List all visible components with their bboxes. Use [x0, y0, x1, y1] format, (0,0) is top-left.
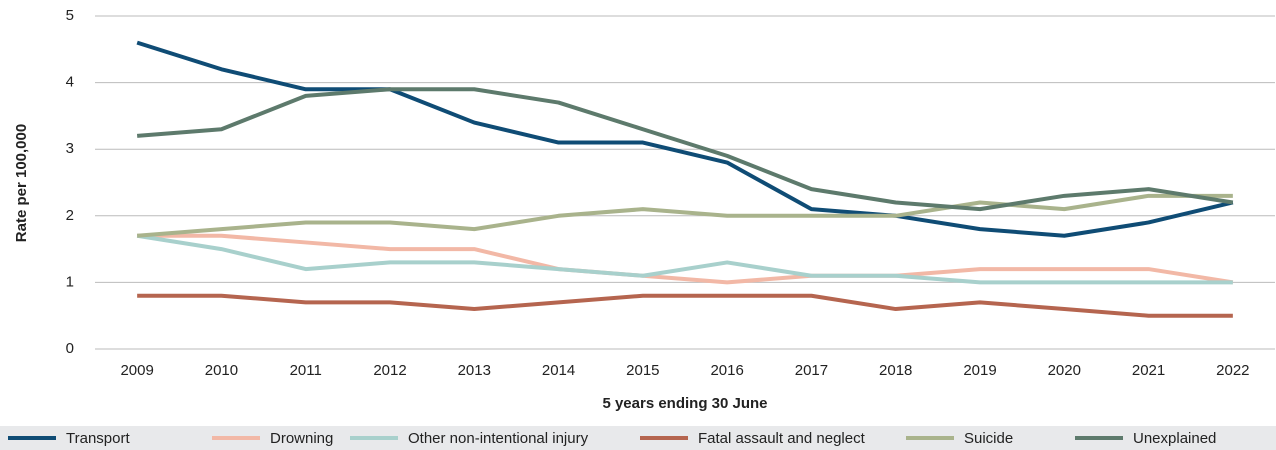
series-line	[136, 193, 1233, 238]
x-tick-label: 2016	[710, 362, 743, 379]
y-tick-label: 2	[66, 207, 74, 224]
x-tick-label: 2020	[1048, 362, 1081, 379]
y-tick-label: 1	[66, 273, 74, 290]
y-tick-label: 3	[66, 140, 74, 157]
y-tick-label: 5	[66, 7, 74, 24]
legend-label: Fatal assault and neglect	[698, 430, 866, 447]
x-tick-label: 2019	[963, 362, 996, 379]
x-tick-label: 2010	[205, 362, 238, 379]
legend-label: Other non-intentional injury	[408, 430, 589, 447]
y-tick-label: 4	[66, 74, 74, 91]
legend-label: Suicide	[964, 430, 1013, 447]
x-tick-label: 2022	[1216, 362, 1249, 379]
series-line	[136, 40, 1234, 238]
series-line	[136, 87, 1234, 212]
y-axis-title: Rate per 100,000	[13, 124, 30, 242]
x-tick-label: 2012	[373, 362, 406, 379]
x-tick-label: 2014	[542, 362, 575, 379]
x-tick-label: 2017	[795, 362, 828, 379]
x-tick-label: 2015	[626, 362, 659, 379]
legend-label: Unexplained	[1133, 430, 1216, 447]
series-line	[137, 233, 1234, 285]
x-tick-label: 2011	[290, 362, 322, 379]
y-tick-label: 0	[66, 340, 74, 357]
legend-label: Transport	[66, 430, 130, 447]
x-axis-title: 5 years ending 30 June	[602, 395, 767, 412]
series-line	[137, 293, 1233, 318]
x-tick-label: 2018	[879, 362, 912, 379]
x-tick-label: 2009	[120, 362, 153, 379]
x-tick-label: 2021	[1132, 362, 1165, 379]
legend-label: Drowning	[270, 430, 333, 447]
x-tick-label: 2013	[458, 362, 491, 379]
series-line	[136, 233, 1233, 285]
